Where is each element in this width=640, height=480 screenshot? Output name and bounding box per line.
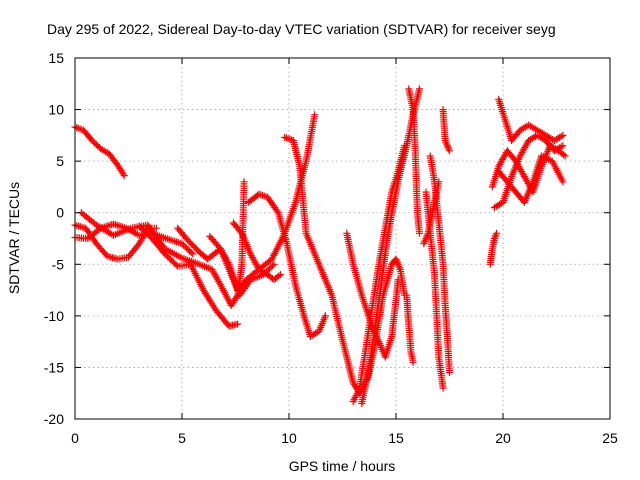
chart-title: Day 295 of 2022, Sidereal Day-to-day VTE… — [47, 21, 556, 37]
series-arc-10 — [281, 133, 409, 397]
plus-markers — [422, 188, 447, 392]
plot-frame — [74, 57, 611, 420]
plus-markers — [71, 123, 128, 180]
x-axis-label: GPS time / hours — [289, 458, 396, 474]
series-arc-23 — [495, 95, 567, 144]
y-tick-label: 5 — [56, 153, 64, 169]
y-tick-label: 0 — [56, 205, 64, 221]
y-axis-label: SDTVAR / TECUs — [6, 182, 22, 294]
plus-markers — [229, 219, 284, 284]
x-tick-label: 10 — [281, 430, 297, 446]
y-tick-labels: -20 -15 -10 -5 0 5 10 15 — [44, 50, 64, 427]
plus-markers — [426, 152, 453, 377]
y-tick-label: -10 — [44, 308, 64, 324]
series-arc-20 — [486, 229, 501, 268]
y-tick-label: -15 — [44, 359, 64, 375]
data-marks — [71, 85, 569, 407]
x-tick-labels: 0 5 10 15 20 25 — [71, 430, 618, 446]
plus-markers — [495, 152, 567, 206]
plus-markers — [405, 85, 423, 237]
series-arc-17 — [422, 188, 447, 392]
series-arc-9 — [244, 190, 329, 340]
x-tick-label: 15 — [388, 430, 404, 446]
plus-markers — [490, 131, 567, 212]
plus-markers — [486, 229, 501, 268]
series-arc-14 — [403, 291, 417, 366]
series-arc-19 — [439, 106, 453, 155]
x-tick-label: 20 — [495, 430, 511, 446]
plus-markers — [135, 222, 242, 330]
plus-markers — [244, 190, 329, 340]
plus-markers — [495, 95, 567, 144]
x-tick-label: 25 — [602, 430, 618, 446]
plus-markers — [77, 178, 248, 309]
y-tick-label: -20 — [44, 411, 64, 427]
series-arc-5 — [135, 222, 242, 330]
series-arc-4 — [77, 178, 248, 309]
series-arc-22 — [490, 131, 567, 212]
series-arc-18 — [426, 152, 453, 377]
y-tick-label: 15 — [48, 50, 64, 66]
plus-markers — [439, 106, 453, 155]
series-arc-1 — [71, 123, 128, 180]
grid — [75, 58, 610, 419]
x-tick-label: 0 — [71, 430, 79, 446]
plus-markers — [403, 291, 417, 366]
series-arc-15 — [405, 85, 423, 237]
plus-markers — [281, 133, 409, 397]
axis-ticks — [74, 57, 611, 420]
series-arc-8 — [229, 219, 284, 284]
x-tick-label: 5 — [178, 430, 186, 446]
y-tick-label: -5 — [52, 256, 65, 272]
series-arc-24 — [495, 152, 567, 206]
y-tick-label: 10 — [48, 102, 64, 118]
